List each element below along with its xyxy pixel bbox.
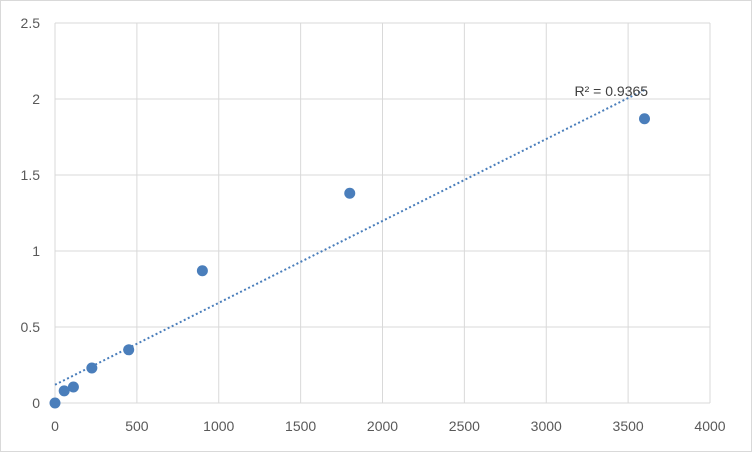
x-axis-tick-labels: 0 500 1000 1500 2000 2500 3000 3500 4000	[51, 418, 726, 434]
data-point	[49, 397, 61, 409]
gridlines	[54, 22, 711, 404]
x-tick-label: 500	[125, 418, 149, 434]
y-tick-label: 1.5	[21, 167, 41, 183]
x-tick-label: 0	[51, 418, 59, 434]
linear-trendline	[54, 88, 645, 386]
data-point	[86, 362, 98, 374]
x-tick-label: 2000	[367, 418, 398, 434]
data-point	[196, 265, 208, 277]
data-point	[67, 381, 79, 393]
data-point	[639, 113, 650, 125]
data-points	[49, 113, 650, 409]
data-point	[123, 344, 135, 356]
y-axis-tick-labels: 0 0.5 1 1.5 2 2.5	[21, 15, 41, 411]
x-tick-label: 1500	[285, 418, 316, 434]
x-tick-label: 2500	[449, 418, 480, 434]
x-tick-label: 3000	[531, 418, 562, 434]
y-tick-label: 0.5	[21, 319, 41, 335]
y-tick-label: 2.5	[21, 15, 41, 31]
r-squared-label: R² = 0.9365	[575, 83, 649, 99]
y-tick-label: 2	[32, 91, 40, 107]
x-tick-label: 1000	[203, 418, 234, 434]
y-tick-label: 1	[32, 243, 40, 259]
data-point	[58, 385, 70, 397]
data-point	[344, 187, 356, 199]
y-tick-label: 0	[32, 395, 40, 411]
x-tick-label: 4000	[694, 418, 725, 434]
x-tick-label: 3500	[613, 418, 644, 434]
